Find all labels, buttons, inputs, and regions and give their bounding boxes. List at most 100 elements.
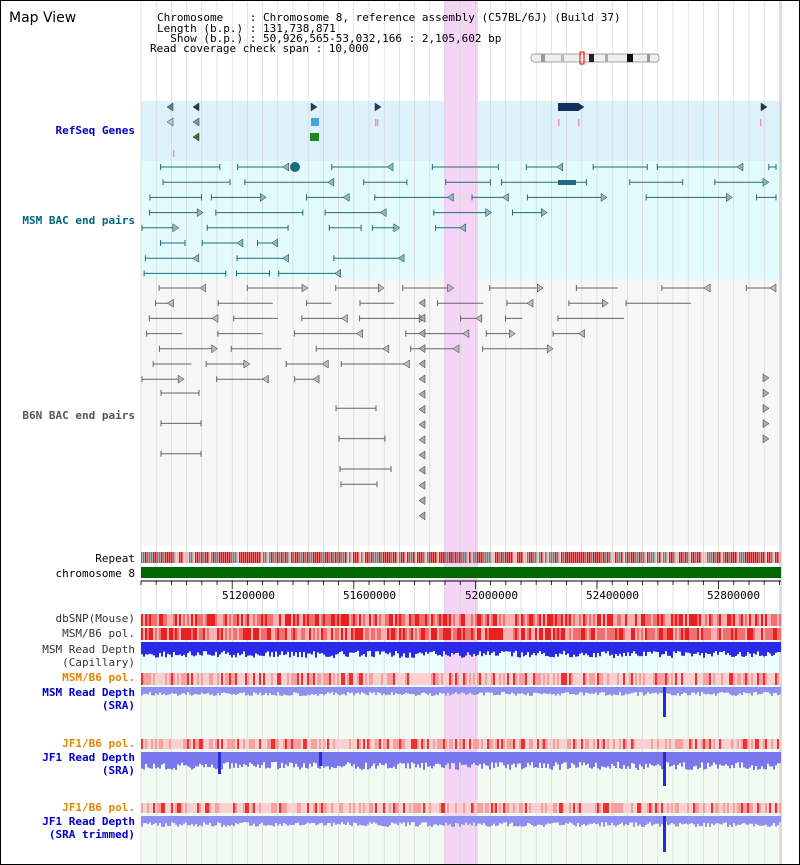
depth-bar xyxy=(313,687,315,695)
heat-cell xyxy=(517,614,519,626)
heat-cell xyxy=(719,739,721,749)
depth-bar xyxy=(749,687,751,694)
heat-cell xyxy=(655,614,657,626)
depth-spike xyxy=(218,752,221,774)
heat-cell xyxy=(307,614,309,626)
ideogram-band xyxy=(589,54,594,62)
depth-bar xyxy=(461,752,463,766)
heat-cell xyxy=(185,739,187,749)
repeat-segment xyxy=(265,552,267,563)
repeat-segment xyxy=(419,552,421,563)
heat-cell xyxy=(523,673,525,685)
depth-bar xyxy=(559,687,561,696)
depth-bar xyxy=(543,752,545,764)
heat-cell xyxy=(235,673,237,685)
repeat-segment xyxy=(607,552,609,563)
heat-cell xyxy=(611,739,613,749)
heat-cell xyxy=(723,614,725,626)
depth-bar xyxy=(761,752,763,767)
heat-cell xyxy=(373,628,375,640)
heat-cell xyxy=(301,614,303,626)
heat-cell xyxy=(375,628,377,640)
heat-cell xyxy=(457,628,459,640)
depth-bar xyxy=(763,816,765,826)
heat-cell xyxy=(465,803,467,813)
track-label-msm-bac[interactable]: MSM BAC end pairs xyxy=(22,214,135,227)
depth-bar xyxy=(655,752,657,766)
repeat-segment xyxy=(707,552,709,563)
heat-cell xyxy=(769,628,771,640)
depth-bar xyxy=(749,752,751,768)
depth-bar xyxy=(269,642,271,657)
depth-bar xyxy=(397,642,399,654)
depth-bar xyxy=(301,687,303,696)
depth-bar xyxy=(297,687,299,694)
depth-bar xyxy=(261,816,263,823)
heat-cell xyxy=(749,614,751,626)
depth-bar xyxy=(553,752,555,767)
depth-bar xyxy=(527,752,529,763)
repeat-segment xyxy=(499,552,501,563)
heat-cell xyxy=(237,628,239,640)
depth-bar xyxy=(449,752,451,769)
track-label-refseq[interactable]: RefSeq Genes xyxy=(55,124,135,137)
depth-bar xyxy=(241,687,243,694)
heat-cell xyxy=(709,803,711,813)
depth-bar xyxy=(193,687,195,695)
heat-cell xyxy=(455,614,457,626)
heat-cell xyxy=(183,803,185,813)
heat-cell xyxy=(349,628,351,640)
depth-bar xyxy=(215,816,217,826)
track-label-b6n-bac[interactable]: B6N BAC end pairs xyxy=(22,409,135,422)
depth-bar xyxy=(529,752,531,766)
depth-bar xyxy=(295,642,297,653)
heat-cell xyxy=(289,628,291,640)
heat-cell xyxy=(229,739,231,749)
heat-cell xyxy=(423,739,425,749)
heat-cell xyxy=(205,803,207,813)
heat-cell xyxy=(157,673,159,685)
heat-cell xyxy=(749,628,751,640)
heat-cell xyxy=(179,628,181,640)
depth-bar xyxy=(623,642,625,653)
heat-cell xyxy=(449,628,451,640)
heat-cell xyxy=(255,614,257,626)
heat-cell xyxy=(269,739,271,749)
heat-cell xyxy=(147,673,149,685)
heat-cell xyxy=(251,803,253,813)
heat-cell xyxy=(413,628,415,640)
repeat-segment xyxy=(699,552,701,563)
depth-bar xyxy=(269,816,271,826)
depth-bar xyxy=(191,642,193,656)
depth-bar xyxy=(363,752,365,769)
repeat-segment xyxy=(501,552,503,563)
depth-bar xyxy=(501,752,503,763)
depth-bar xyxy=(331,642,333,656)
repeat-segment xyxy=(533,552,535,563)
heat-cell xyxy=(253,803,255,813)
depth-bar xyxy=(553,642,555,658)
repeat-segment xyxy=(543,552,545,563)
depth-bar xyxy=(357,687,359,693)
heat-cell xyxy=(577,628,579,640)
depth-bar xyxy=(169,642,171,655)
repeat-segment xyxy=(293,552,295,563)
depth-bar xyxy=(149,816,151,823)
heat-cell xyxy=(549,739,551,749)
heat-cell xyxy=(417,803,419,813)
track-label-msm-depth-sra: MSM Read Depth xyxy=(42,686,135,699)
heat-cell xyxy=(149,739,151,749)
depth-bar xyxy=(141,687,143,696)
depth-bar xyxy=(563,816,565,825)
heat-cell xyxy=(535,673,537,685)
depth-bar xyxy=(757,642,759,652)
depth-bar xyxy=(187,687,189,693)
heat-cell xyxy=(459,739,461,749)
depth-bar xyxy=(153,687,155,696)
depth-bar xyxy=(325,816,327,826)
heat-cell xyxy=(427,803,429,813)
depth-bar xyxy=(613,752,615,766)
heat-cell xyxy=(639,614,641,626)
depth-bar xyxy=(653,752,655,767)
